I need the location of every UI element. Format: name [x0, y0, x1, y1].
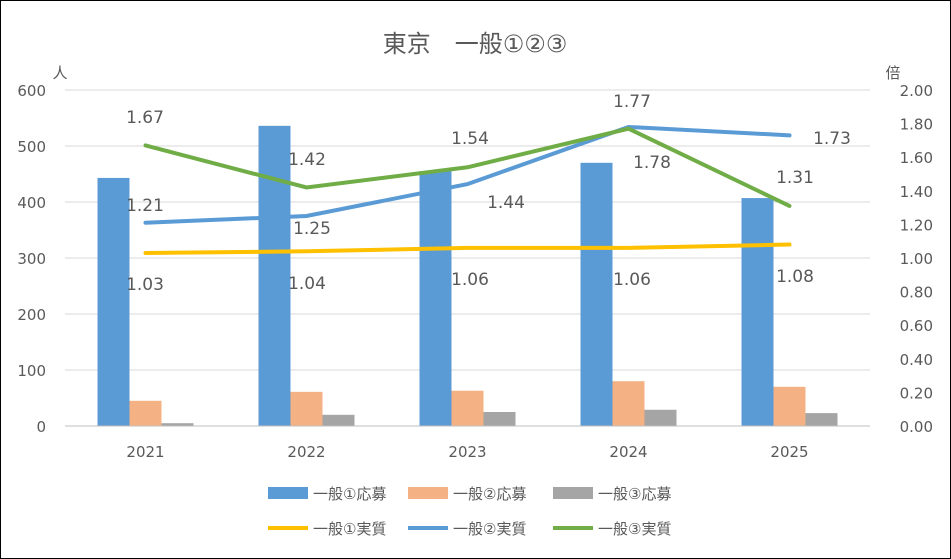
chart-title: 東京 一般①②③: [383, 30, 568, 58]
left-tick-label: 400: [17, 194, 46, 212]
legend-swatch: [553, 487, 593, 499]
bar-一般②応募: [451, 390, 484, 426]
right-tick-label: 1.20: [900, 216, 933, 234]
right-tick-label: 0.80: [900, 284, 933, 302]
data-label: 1.78: [633, 153, 671, 173]
right-tick-label: 1.00: [900, 250, 933, 268]
data-label: 1.67: [126, 108, 164, 128]
right-axis-unit: 倍: [885, 64, 900, 82]
bar-一般③応募: [483, 412, 516, 426]
right-tick-label: 1.40: [900, 183, 933, 201]
left-tick-label: 600: [17, 82, 46, 100]
bar-一般③応募: [322, 414, 355, 426]
left-tick-label: 300: [17, 250, 46, 268]
right-tick-label: 2.00: [900, 82, 933, 100]
x-tick-label: 2023: [448, 443, 486, 461]
bar-一般①応募: [258, 125, 291, 426]
right-tick-label: 0.00: [900, 418, 933, 436]
legend-swatch: [268, 487, 308, 499]
data-label: 1.42: [288, 150, 326, 170]
left-tick-label: 200: [17, 306, 46, 324]
data-label: 1.06: [451, 270, 489, 290]
bar-一般②応募: [129, 400, 162, 426]
bar-一般②応募: [612, 381, 645, 426]
data-label: 1.21: [126, 196, 164, 216]
data-label: 1.04: [288, 274, 326, 294]
line-一般②実質: [143, 124, 792, 225]
data-label: 1.73: [813, 129, 851, 149]
left-tick-label: 500: [17, 138, 46, 156]
legend-swatch: [408, 487, 448, 499]
line-一般③実質: [143, 126, 792, 208]
data-label: 1.08: [776, 267, 814, 287]
data-label: 1.31: [776, 168, 814, 188]
x-tick-label: 2021: [126, 443, 164, 461]
bar-一般③応募: [161, 423, 194, 426]
left-tick-label: 0: [36, 418, 46, 436]
legend-label: 一般①実質: [313, 520, 386, 538]
data-label: 1.25: [293, 219, 331, 239]
line-一般①実質: [143, 242, 792, 255]
x-tick-label: 2022: [287, 443, 325, 461]
bar-一般①応募: [97, 177, 130, 426]
legend-label: 一般③応募: [598, 485, 671, 503]
bar-一般③応募: [805, 413, 838, 426]
legend-label: 一般①応募: [313, 485, 386, 503]
bar-一般②応募: [773, 386, 806, 426]
bar-一般③応募: [644, 409, 677, 426]
left-tick-label: 100: [17, 362, 46, 380]
bar-一般①応募: [580, 162, 613, 427]
x-tick-label: 2024: [609, 443, 647, 461]
data-label: 1.77: [613, 92, 651, 112]
right-tick-label: 0.40: [900, 351, 933, 369]
right-tick-label: 0.20: [900, 384, 933, 402]
data-label: 1.06: [613, 270, 651, 290]
bar-一般②応募: [290, 391, 323, 426]
legend-label: 一般②実質: [453, 520, 526, 538]
right-tick-label: 1.60: [900, 149, 933, 167]
legend-label: 一般③実質: [598, 520, 671, 538]
legend-label: 一般②応募: [453, 485, 526, 503]
right-tick-label: 0.60: [900, 317, 933, 335]
data-label: 1.44: [487, 193, 525, 213]
left-axis-unit: 人: [52, 64, 67, 82]
bar-一般①応募: [419, 171, 452, 426]
x-tick-label: 2025: [770, 443, 808, 461]
bar-一般①応募: [741, 198, 774, 426]
data-label: 1.03: [126, 275, 164, 295]
right-tick-label: 1.80: [900, 116, 933, 134]
data-label: 1.54: [451, 129, 489, 149]
